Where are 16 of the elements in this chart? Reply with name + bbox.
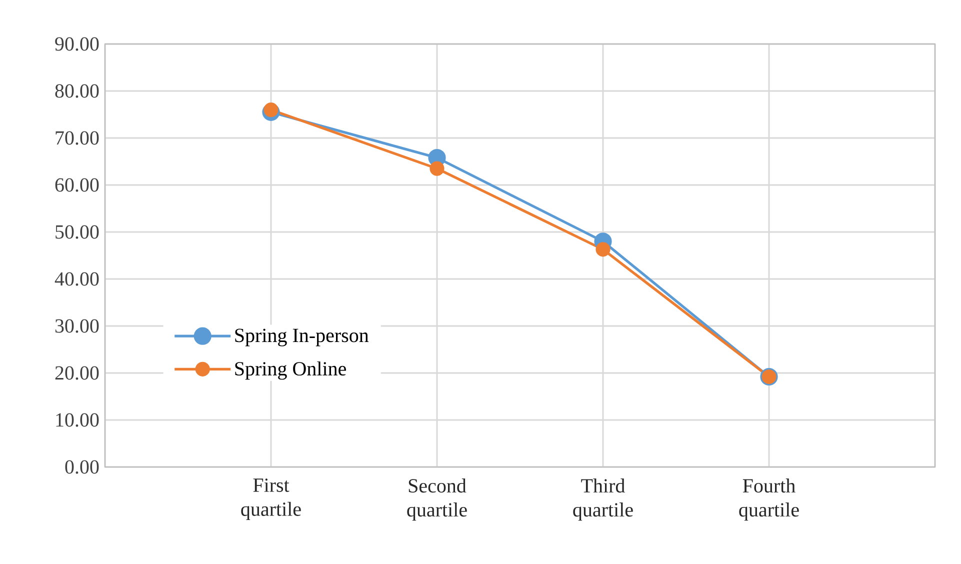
y-tick-label: 60.00 [55, 178, 99, 192]
legend-label: Spring Online [235, 361, 346, 380]
x-tick-label: First quartile [241, 478, 301, 520]
y-tick-label: 80.00 [55, 84, 99, 98]
x-tick-label: Third quartile [573, 478, 633, 521]
legend-label: Spring In-person [235, 328, 369, 346]
y-tick-label: 40.00 [54, 272, 99, 286]
y-tick-label: 50.00 [56, 225, 99, 239]
y-tick-label: 20.00 [55, 366, 99, 380]
x-tick-label: Second quartile [407, 478, 467, 521]
y-tick-label: 0.00 [65, 460, 99, 474]
y-tick-label: 90.00 [55, 37, 99, 51]
y-tick-label: 70.00 [56, 131, 99, 145]
y-tick-label: 30.00 [55, 319, 99, 333]
x-tick-label: Fourth quartile [739, 478, 799, 521]
y-tick-label: 10.00 [56, 413, 99, 427]
